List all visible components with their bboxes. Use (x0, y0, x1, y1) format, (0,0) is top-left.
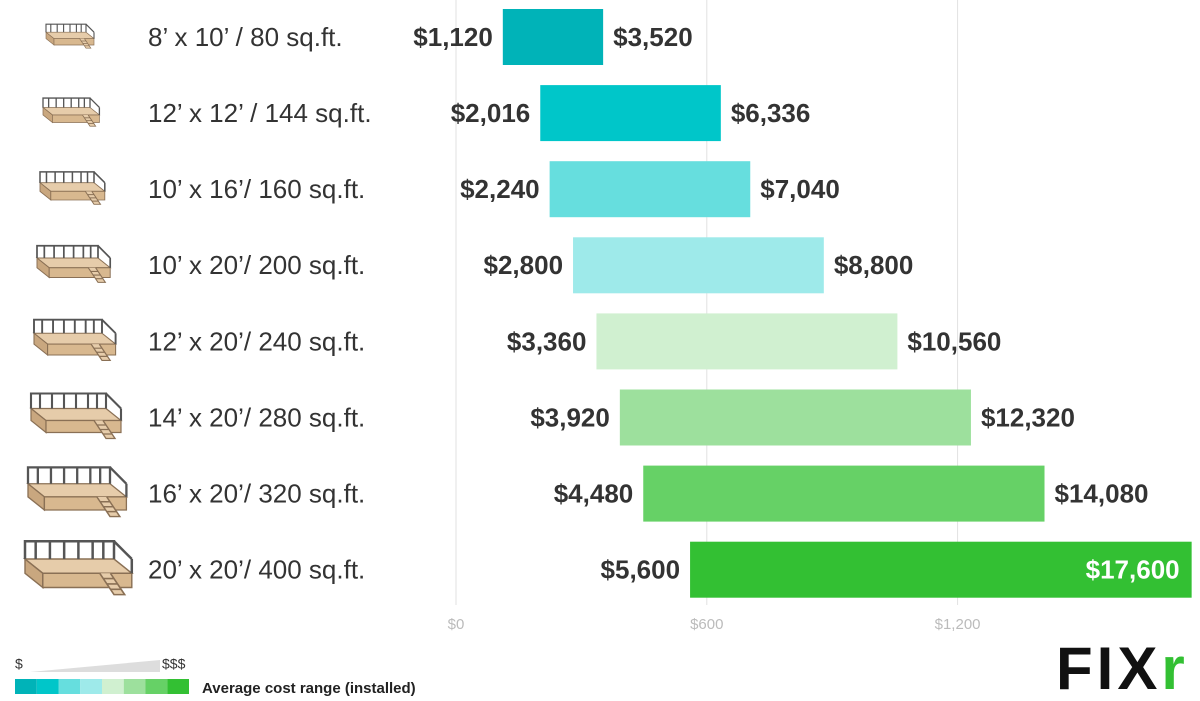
deck-rail (45, 23, 95, 39)
value-label-high: $14,080 (1055, 478, 1149, 508)
bar (540, 85, 721, 142)
deck-icon (26, 466, 129, 518)
category-label: 10’ x 20’/ 200 sq.ft. (148, 250, 365, 280)
bar (643, 465, 1045, 522)
legend-swatch (102, 679, 124, 694)
value-label-high: $12,320 (981, 402, 1075, 432)
deck-stairs (93, 420, 117, 440)
deck-icon (41, 97, 101, 127)
deck-rail (33, 318, 117, 345)
x-tick-label: $0 (448, 616, 465, 633)
bar (573, 237, 824, 294)
deck-icon (22, 539, 134, 596)
deck-stairs (96, 496, 122, 518)
value-label-low: $3,360 (507, 326, 587, 356)
rows: 8’ x 10’ / 80 sq.ft. $1,120 $3,520 12’ x 12… (22, 9, 1192, 598)
legend-swatch (123, 679, 146, 694)
x-tick-label: $1,200 (935, 616, 981, 633)
deck-stairs (87, 267, 107, 283)
deck-icon (35, 244, 112, 283)
legend-swatch (167, 679, 189, 694)
value-label-low: $2,240 (460, 174, 540, 204)
deck-stairs (79, 38, 92, 49)
deck-icon (32, 318, 118, 362)
value-label-high: $6,336 (731, 98, 811, 128)
legend-swatch (36, 679, 59, 694)
legend-swatch (80, 679, 102, 694)
logo-accent: r (1161, 635, 1188, 701)
category-label: 8’ x 10’ / 80 sq.ft. (148, 22, 343, 52)
legend-swatches (15, 679, 189, 694)
value-label-high: $7,040 (760, 174, 840, 204)
x-tick-label: $600 (690, 616, 723, 633)
value-label-low: $5,600 (601, 555, 681, 585)
value-label-high: $10,560 (907, 326, 1001, 356)
value-label-low: $4,480 (554, 478, 634, 508)
value-label-high: $8,800 (834, 250, 914, 280)
legend-swatch (58, 679, 81, 694)
legend-swatch (15, 679, 37, 694)
category-label: 14’ x 20’/ 280 sq.ft. (148, 402, 365, 432)
deck-stairs (90, 343, 112, 362)
deck-rail (29, 392, 123, 421)
legend-wedge (30, 660, 160, 672)
deck-rail (39, 171, 106, 192)
value-label-low: $2,016 (451, 98, 531, 128)
bar (502, 9, 604, 65)
deck-stairs (82, 114, 97, 127)
deck-rail (42, 97, 101, 115)
legend-low: $ (15, 656, 23, 672)
deck-rail (23, 539, 134, 574)
deck-icon (29, 392, 123, 440)
logo: FIXr (1056, 635, 1189, 701)
bar (619, 389, 971, 446)
deck-rail (36, 244, 112, 268)
category-label: 16’ x 20’/ 320 sq.ft. (148, 478, 365, 508)
logo-text: FIX (1056, 635, 1161, 701)
bar (549, 161, 751, 218)
legend-label: Average cost range (installed) (202, 680, 416, 697)
category-label: 12’ x 12’ / 144 sq.ft. (148, 98, 372, 128)
deck-icon (38, 171, 107, 205)
value-label-low: $3,920 (530, 402, 610, 432)
value-label-low: $2,800 (484, 250, 564, 280)
value-label-low: $1,120 (413, 22, 493, 52)
deck-rail (26, 466, 128, 497)
legend: $ $$$ Average cost range (installed) (15, 656, 416, 697)
category-label: 20’ x 20’/ 400 sq.ft. (148, 555, 365, 585)
deck-icon (45, 23, 95, 49)
bar (596, 313, 898, 370)
legend-high: $$$ (162, 656, 186, 672)
deck-stairs (99, 572, 127, 596)
deck-stairs (84, 191, 102, 205)
category-label: 10’ x 16’/ 160 sq.ft. (148, 174, 365, 204)
value-label-high: $3,520 (613, 22, 693, 52)
bar (690, 541, 1192, 598)
category-label: 12’ x 20’/ 240 sq.ft. (148, 326, 365, 356)
legend-swatch (145, 679, 168, 694)
value-label-high: $17,600 (1086, 555, 1180, 585)
